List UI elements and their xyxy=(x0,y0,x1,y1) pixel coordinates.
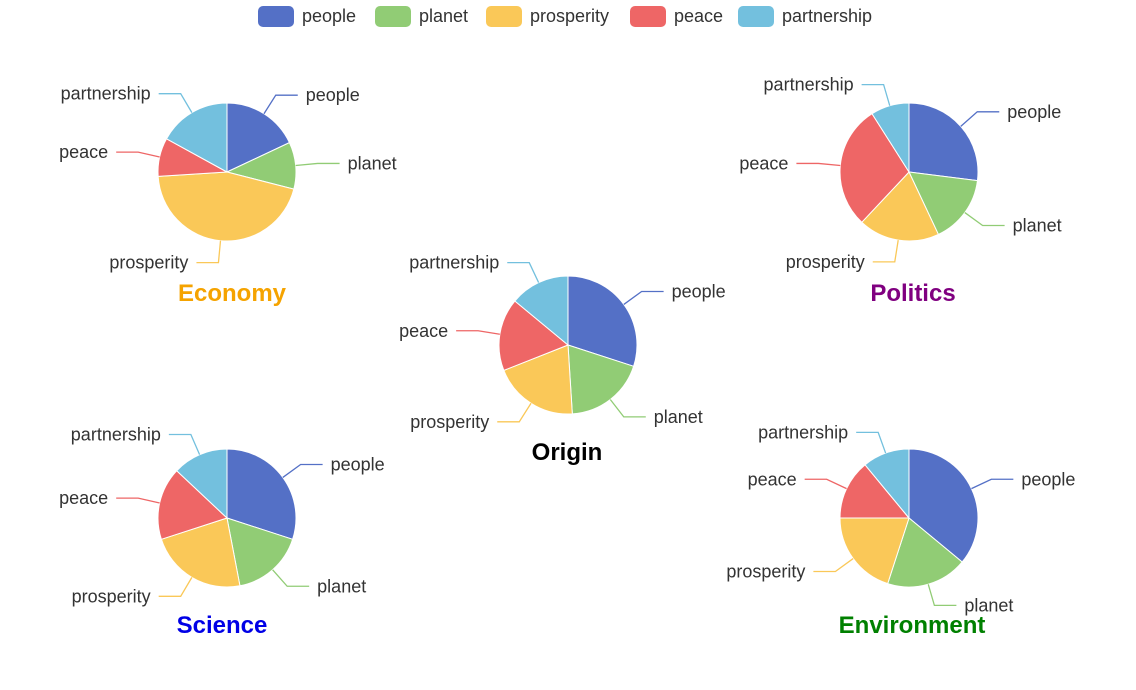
legend-item-people[interactable]: people xyxy=(258,6,356,27)
pie-science: people planet prosperity peace partnership Sc… xyxy=(59,424,385,639)
pie-politics-slice-planet[interactable] xyxy=(908,171,978,235)
pie-science-label-partnership: partnership xyxy=(71,424,161,444)
pie-environment-label-prosperity: prosperity xyxy=(726,561,805,581)
pie-science-label-prosperity: prosperity xyxy=(72,586,151,606)
legend-swatch-prosperity xyxy=(486,6,522,27)
pie-origin-label-partnership: partnership xyxy=(409,253,499,273)
pie-science-slice-partnership[interactable] xyxy=(176,448,228,519)
pie-economy-label-line-partnership xyxy=(158,93,193,113)
pie-politics-label-line-prosperity xyxy=(872,240,899,263)
pie-title-economy: Economy xyxy=(178,280,287,307)
pie-politics-label-peace: peace xyxy=(739,153,788,173)
pie-economy-label-line-planet xyxy=(295,162,340,167)
pie-economy-slice-prosperity[interactable] xyxy=(157,171,295,242)
pie-economy-label-line-people xyxy=(263,94,298,115)
pie-title-politics: Politics xyxy=(870,280,955,307)
pie-environment-label-line-partnership xyxy=(856,431,887,454)
pie-politics-label-line-people xyxy=(960,111,1000,127)
pie-science-slice-people[interactable] xyxy=(226,448,297,540)
pie-politics-label-prosperity: prosperity xyxy=(786,252,865,272)
legend-label-prosperity: prosperity xyxy=(530,6,609,26)
pie-origin-label-prosperity: prosperity xyxy=(410,412,489,432)
pie-science-label-peace: peace xyxy=(59,488,108,508)
pie-environment-label-peace: peace xyxy=(748,469,797,489)
legend-item-partnership[interactable]: partnership xyxy=(738,6,872,27)
pie-environment-label-line-planet xyxy=(927,584,957,607)
pie-politics: people planet prosperity peace partnership Po… xyxy=(739,75,1061,307)
legend-swatch-peace xyxy=(630,6,666,27)
pie-environment-label-partnership: partnership xyxy=(758,422,848,442)
pie-politics-label-partnership: partnership xyxy=(764,75,854,95)
pie-environment-slice-planet[interactable] xyxy=(887,517,963,588)
pie-origin-label-line-peace xyxy=(456,330,500,335)
pie-politics-label-line-peace xyxy=(796,162,841,167)
pie-title-origin: Origin xyxy=(532,439,603,466)
pie-environment-slice-prosperity[interactable] xyxy=(839,517,910,585)
pie-economy-label-planet: planet xyxy=(348,153,397,173)
pie-science-label-planet: planet xyxy=(317,576,366,596)
pie-origin-label-line-partnership xyxy=(507,262,540,283)
legend-swatch-planet xyxy=(375,6,411,27)
pie-science-slice-peace[interactable] xyxy=(157,470,228,540)
pie-origin-label-people: people xyxy=(672,282,726,302)
pie-economy-slice-partnership[interactable] xyxy=(166,102,228,173)
pie-origin-label-planet: planet xyxy=(654,407,703,427)
legend-swatch-partnership xyxy=(738,6,774,27)
pie-origin-label-line-planet xyxy=(609,399,646,418)
pie-science-label-line-peace xyxy=(116,497,160,504)
pie-environment-slice-partnership[interactable] xyxy=(864,448,910,519)
pie-origin-label-line-people xyxy=(623,290,664,305)
legend-item-prosperity[interactable]: prosperity xyxy=(486,6,609,27)
pie-environment-label-line-prosperity xyxy=(813,558,854,573)
pie-origin-slice-people[interactable] xyxy=(567,275,638,367)
pie-science-label-line-partnership xyxy=(168,433,201,455)
legend-item-planet[interactable]: planet xyxy=(375,6,468,27)
pie-economy-label-peace: peace xyxy=(59,142,108,162)
pie-environment-slice-people[interactable] xyxy=(908,448,979,563)
pie-economy-label-partnership: partnership xyxy=(61,84,151,104)
legend-label-planet: planet xyxy=(419,6,468,26)
pie-origin-slice-peace[interactable] xyxy=(498,300,569,371)
pie-environment-slice-peace[interactable] xyxy=(839,464,910,519)
pie-politics-slice-people[interactable] xyxy=(908,102,979,182)
pie-science-label-line-planet xyxy=(272,569,310,587)
pie-environment-label-line-peace xyxy=(804,478,847,490)
pie-grid: people planet prosperity peace partnership Ec… xyxy=(59,75,1075,639)
pie-title-science: Science xyxy=(177,612,268,639)
pie-science-label-line-prosperity xyxy=(158,577,193,597)
pie-politics-label-people: people xyxy=(1007,102,1061,122)
pie-economy-label-line-peace xyxy=(116,151,160,158)
legend-swatch-people xyxy=(258,6,294,27)
pie-origin-slice-prosperity[interactable] xyxy=(503,344,573,415)
pie-title-environment: Environment xyxy=(839,612,986,639)
pie-origin-label-line-prosperity xyxy=(497,402,532,423)
legend-label-partnership: partnership xyxy=(782,6,872,26)
pie-economy-label-prosperity: prosperity xyxy=(109,253,188,273)
pie-origin: people planet prosperity peace partnership Or… xyxy=(399,253,726,466)
pie-origin-slice-partnership[interactable] xyxy=(514,275,569,346)
pie-environment-label-people: people xyxy=(1021,469,1075,489)
legend[interactable]: people planet prosperity peace partnership xyxy=(258,6,872,27)
pie-politics-label-line-planet xyxy=(964,212,1005,227)
legend-label-people: people xyxy=(302,6,356,26)
pie-science-label-line-people xyxy=(282,463,323,478)
legend-label-peace: peace xyxy=(674,6,723,26)
pie-environment: people planet prosperity peace partnership En… xyxy=(726,422,1075,639)
pie-science-slice-prosperity[interactable] xyxy=(160,517,241,588)
pie-politics-slice-peace[interactable] xyxy=(839,113,910,223)
legend-item-peace[interactable]: peace xyxy=(630,6,723,27)
pie-environment-label-planet: planet xyxy=(964,595,1013,615)
pie-environment-label-line-people xyxy=(971,478,1014,490)
pie-science-label-people: people xyxy=(331,455,385,475)
pie-origin-label-peace: peace xyxy=(399,321,448,341)
pie-politics-label-line-partnership xyxy=(861,83,891,106)
pie-economy-label-line-prosperity xyxy=(196,240,222,264)
pie-economy: people planet prosperity peace partnership Ec… xyxy=(59,84,396,307)
pie-science-slice-planet[interactable] xyxy=(226,517,294,587)
pie-politics-label-planet: planet xyxy=(1013,215,1062,235)
pie-economy-label-people: people xyxy=(306,85,360,105)
